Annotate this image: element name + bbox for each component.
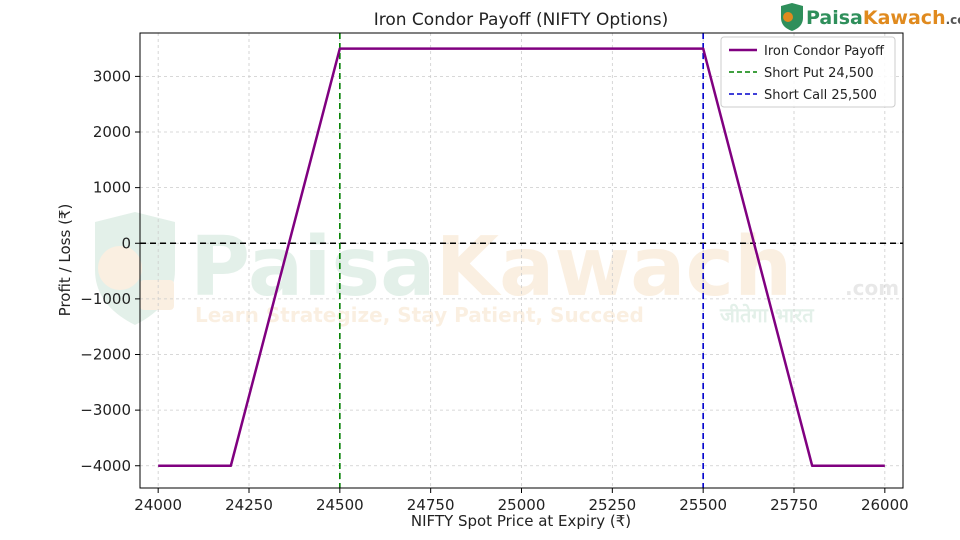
watermark-suffix: .com <box>845 276 899 300</box>
legend: Iron Condor Payoff Short Put 24,500 Shor… <box>720 36 896 108</box>
grid <box>140 33 903 488</box>
x-tick-label: 24750 <box>407 496 455 514</box>
y-axis-label: Profit / Loss (₹) <box>56 204 74 317</box>
watermark: PaisaKawach .com Learn Strategize, Stay … <box>95 212 899 327</box>
x-tick-label: 25250 <box>588 496 636 514</box>
x-tick-label: 24000 <box>134 496 182 514</box>
watermark-brand: PaisaKawach <box>190 220 792 315</box>
y-tick-label: −3000 <box>80 401 131 419</box>
y-tick-label: −4000 <box>80 457 131 475</box>
series-line-payoff <box>158 47 885 467</box>
x-tick-label: 24250 <box>225 496 273 514</box>
watermark-tagline: Learn Strategize, Stay Patient, Succeed <box>195 303 644 327</box>
y-tick-label: 1000 <box>93 179 131 197</box>
x-tick-label: 26000 <box>861 496 909 514</box>
brand-logo: PaisaKawach.com <box>781 3 960 31</box>
legend-entry-payoff: Iron Condor Payoff <box>764 44 885 59</box>
x-axis-label: NIFTY Spot Price at Expiry (₹) <box>411 512 631 530</box>
x-axis-ticks: 24000 24250 24500 24750 25000 25250 25500 25750… <box>134 488 909 514</box>
logo-shield-icon <box>781 3 803 31</box>
chart-title: Iron Condor Payoff (NIFTY Options) <box>374 10 669 30</box>
reference-lines <box>140 33 903 488</box>
legend-entry-short-put: Short Put 24,500 <box>764 66 874 81</box>
y-tick-label: −2000 <box>80 346 131 364</box>
y-tick-label: 2000 <box>93 123 131 141</box>
x-tick-label: 25500 <box>679 496 727 514</box>
plot-area <box>139 32 904 489</box>
watermark-tagline-script: जीतेगा भारत <box>719 303 815 327</box>
x-tick-label: 25000 <box>498 496 546 514</box>
legend-entry-short-call: Short Call 25,500 <box>764 88 877 103</box>
y-tick-label: 0 <box>121 234 131 252</box>
y-axis-ticks: −4000 −3000 −2000 −1000 0 1000 2000 3000 <box>80 67 140 475</box>
y-tick-label: −1000 <box>80 290 131 308</box>
x-tick-label: 24500 <box>316 496 364 514</box>
legend-box <box>720 36 896 108</box>
logo-text: PaisaKawach.com <box>806 7 960 29</box>
x-tick-label: 25750 <box>770 496 818 514</box>
watermark-shield-icon <box>95 212 175 325</box>
series <box>158 47 885 467</box>
y-tick-label: 3000 <box>93 67 131 85</box>
